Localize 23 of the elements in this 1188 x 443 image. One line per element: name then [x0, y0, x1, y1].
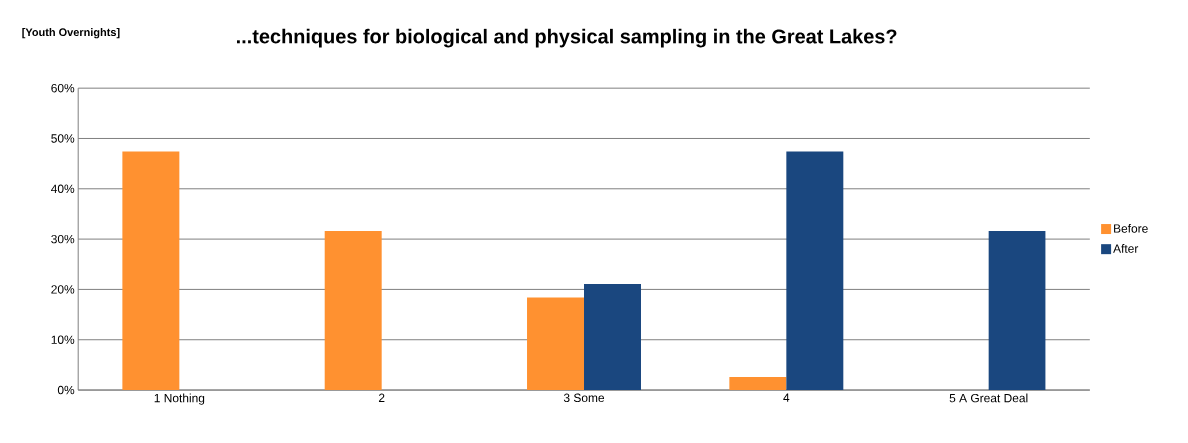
chart-subtitle: [Youth Overnights]: [22, 27, 120, 39]
bar: [584, 283, 641, 390]
bar: [729, 376, 787, 390]
y-tick-label: 20%: [51, 285, 75, 294]
y-tick-label: 30%: [51, 234, 75, 244]
y-tick-label: 50%: [51, 134, 75, 143]
legend-label: After: [1113, 243, 1139, 253]
y-tick-label: 10%: [51, 335, 75, 344]
x-tick-label: 5 A Great Deal: [949, 393, 1028, 403]
y-tick-label: 40%: [51, 184, 75, 193]
x-tick-label: 3 Some: [563, 393, 605, 402]
bar: [527, 297, 585, 390]
x-tick-label: 4: [783, 393, 790, 402]
legend-label: Before: [1114, 223, 1148, 233]
chart-title: ...techniques for biological and physical sampling in the Great Lakes?: [237, 28, 897, 48]
y-tick-label: 60%: [51, 83, 75, 93]
x-tick-label: 1 Nothing: [154, 393, 205, 405]
bar: [988, 230, 1046, 390]
bar: [122, 151, 180, 390]
x-tick-label: 2: [378, 393, 385, 402]
y-tick-label: 0%: [57, 385, 75, 395]
bar: [786, 151, 844, 390]
bar: [324, 230, 382, 390]
